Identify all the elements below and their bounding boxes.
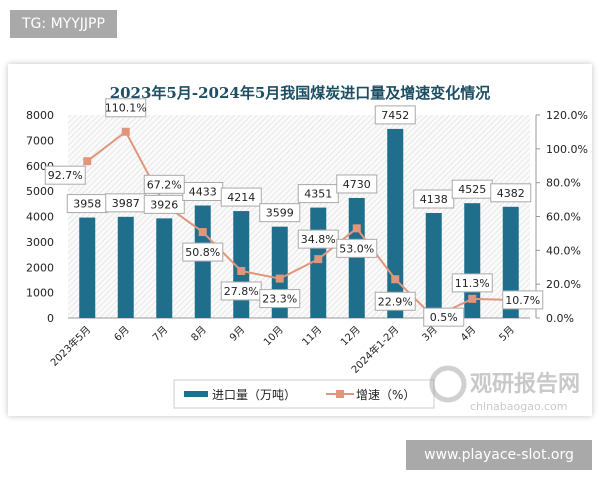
growth-point: [391, 275, 400, 284]
growth-data-label-box: [502, 290, 544, 310]
bar: [502, 206, 519, 318]
growth-data-label: 110.1%: [105, 102, 147, 115]
bar-data-label-box: [336, 174, 378, 194]
bar-data-label-box: [490, 183, 532, 203]
x-tick-label: 9月: [227, 324, 247, 344]
x-tick-label: 10月: [261, 324, 286, 349]
y-left-tick: 5000: [26, 185, 54, 198]
y-left-tick: 4000: [26, 211, 54, 224]
bar: [387, 128, 404, 318]
bar-data-label: 4351: [304, 188, 332, 201]
growth-data-label: 0.5%: [430, 311, 458, 324]
growth-data-label: 67.2%: [147, 178, 182, 191]
growth-point: [275, 274, 284, 283]
y-left-tick: 2000: [26, 261, 54, 274]
growth-point: [83, 157, 92, 166]
growth-data-label-box: [44, 165, 86, 185]
growth-data-label-box: [423, 307, 465, 327]
bar-data-label: 4214: [227, 191, 255, 204]
bar-data-label: 3599: [266, 207, 294, 220]
growth-data-label-box: [374, 291, 416, 311]
chart-card: 2023年5月-2024年5月我国煤炭进口量及增速变化情况 0 1000 2000 3…: [8, 64, 592, 416]
y-right-tick: 40.0%: [546, 244, 581, 257]
bar: [79, 217, 96, 318]
bar-data-label-box: [374, 105, 416, 125]
x-tick-label: 12月: [338, 324, 363, 349]
bar-data-label: 4730: [343, 178, 371, 191]
bar: [117, 216, 134, 318]
x-tick-label: 7月: [150, 324, 170, 344]
y-left-tick: 8000: [26, 109, 54, 122]
x-tick-label: 8月: [189, 324, 209, 344]
growth-data-label: 53.0%: [339, 242, 374, 255]
growth-data-label: 92.7%: [48, 169, 83, 182]
legend-line-marker: [336, 390, 344, 398]
growth-point: [468, 294, 477, 303]
y-left-tick: 1000: [26, 287, 54, 300]
growth-point: [121, 127, 130, 136]
legend-bar-swatch: [184, 391, 208, 397]
bar-data-label-box: [220, 187, 262, 207]
bar-data-label-box: [413, 189, 455, 209]
bar: [425, 212, 442, 318]
x-tick-label: 2023年5月: [48, 323, 94, 369]
bar-data-label: 7452: [381, 109, 409, 122]
bar-data-label-box: [143, 194, 185, 214]
bar-data-label-box: [297, 184, 339, 204]
growth-data-label-box: [105, 98, 147, 118]
x-tick-label: 5月: [497, 324, 517, 344]
bar: [194, 205, 211, 318]
bar: [156, 218, 173, 318]
bar-data-label: 3987: [112, 197, 140, 210]
y-left-tick: 7000: [26, 134, 54, 147]
y-right-tick: 100.0%: [546, 143, 588, 156]
watermark: 观研报告网 chinabaogao.com: [429, 365, 580, 413]
bar-data-label: 4138: [420, 193, 448, 206]
legend-bar-label: 进口量（万吨）: [212, 388, 296, 402]
growth-point: [314, 255, 323, 264]
growth-data-label-box: [143, 174, 185, 194]
bar-data-label: 4382: [497, 187, 525, 200]
growth-point: [198, 228, 207, 237]
growth-data-label: 23.3%: [262, 293, 297, 306]
growth-data-label-box: [259, 289, 301, 309]
bar: [348, 197, 365, 318]
top-tag: TG: MYYJJPP: [10, 10, 117, 38]
growth-data-label: 27.8%: [224, 285, 259, 298]
growth-data-label-box: [336, 238, 378, 258]
x-tick-label: 11月: [300, 324, 325, 349]
growth-data-label: 11.3%: [455, 277, 490, 290]
y-right-tick: 0.0%: [546, 312, 574, 325]
growth-point: [237, 266, 246, 275]
bar-data-label: 3926: [150, 198, 178, 211]
chart-title: 2023年5月-2024年5月我国煤炭进口量及增速变化情况: [110, 84, 491, 102]
site-label[interactable]: www.playace-slot.org: [406, 440, 592, 470]
growth-data-label: 34.8%: [301, 233, 336, 246]
y-right-tick: 120.0%: [546, 109, 588, 122]
legend: [173, 379, 435, 409]
growth-data-label-box: [182, 242, 224, 262]
x-tick-label: 6月: [112, 324, 132, 344]
growth-data-label: 10.7%: [505, 294, 540, 307]
growth-data-label: 22.9%: [378, 295, 413, 308]
y-left-tick: 3000: [26, 236, 54, 249]
legend-line-label: 增速（%）: [356, 388, 415, 402]
bar-data-label: 4433: [189, 186, 217, 199]
growth-point: [352, 224, 361, 233]
bar-data-label: 3958: [73, 198, 101, 211]
y-right-tick: 20.0%: [546, 278, 581, 291]
chart: 2023年5月-2024年5月我国煤炭进口量及增速变化情况 0 1000 2000 3…: [26, 84, 588, 413]
bar-data-label: 4525: [458, 183, 486, 196]
growth-data-label-box: [451, 273, 493, 293]
watermark-cn: 观研报告网: [470, 372, 580, 397]
watermark-en: chinabaogao.com: [470, 400, 568, 413]
y-left-tick: 0: [47, 312, 54, 325]
bar-data-label-box: [259, 203, 301, 223]
y-right-tick: 80.0%: [546, 177, 581, 190]
growth-data-label: 50.8%: [185, 246, 220, 259]
y-right-tick: 60.0%: [546, 211, 581, 224]
